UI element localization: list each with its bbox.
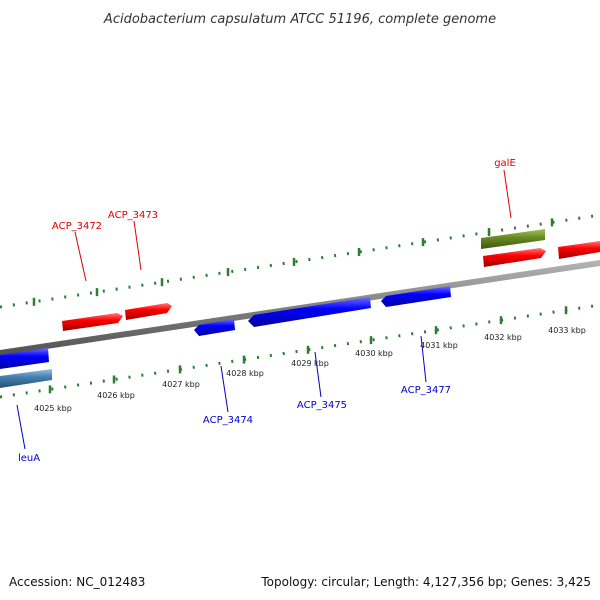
scale-label: 4025 kbp	[34, 404, 72, 413]
leader-acp-3477	[420, 335, 427, 383]
accession: Accession: NC_012483	[9, 575, 145, 589]
gene-arrow-leua	[0, 348, 49, 369]
gene-leua-steel	[0, 369, 52, 388]
scale-label: 4031 kbp	[420, 341, 458, 350]
genome-summary: Topology: circular; Length: 4,127,356 bp…	[260, 575, 591, 589]
leader-acp-3475	[314, 351, 322, 398]
gene-arrow-acp-3475	[248, 297, 371, 327]
gene-label-leua: leuA	[18, 453, 40, 464]
gene-arrow-acp-3473	[125, 303, 172, 320]
leader-leua	[16, 404, 26, 450]
scale-label: 4028 kbp	[226, 369, 264, 378]
gene-label-acp-3473: ACP_3473	[108, 210, 158, 221]
leader-acp-3472	[74, 231, 87, 282]
gene-arrow-acp-3472	[62, 313, 123, 331]
map-title: Acidobacterium capsulatum ATCC 51196, co…	[103, 12, 496, 27]
gene-arrow-red-edge	[558, 241, 600, 259]
scale-label: 4029 kbp	[291, 359, 329, 368]
scale-label: 4027 kbp	[162, 380, 200, 389]
gene-arrow-acp-3474	[194, 319, 235, 336]
scale-label: 4032 kbp	[484, 333, 522, 342]
scale-label: 4030 kbp	[355, 349, 393, 358]
gene-label-acp-3474: ACP_3474	[203, 415, 253, 426]
scale-label: 4026 kbp	[97, 391, 135, 400]
gene-label-acp-3475: ACP_3475	[297, 400, 347, 411]
gene-label-acp-3472: ACP_3472	[52, 221, 102, 232]
leader-acp-3473	[133, 220, 142, 271]
gene-label-acp-3477: ACP_3477	[401, 385, 451, 396]
gene-arrow-acp-3477	[381, 286, 451, 307]
major-ticks	[32, 218, 568, 394]
leader-acp-3474	[220, 365, 229, 413]
gene-label-gale: galE	[494, 158, 516, 169]
scale-label: 4033 kbp	[548, 326, 586, 335]
leader-gale	[503, 169, 512, 219]
gene-arrow-gale	[483, 248, 546, 267]
rna-gene-green	[481, 229, 545, 249]
